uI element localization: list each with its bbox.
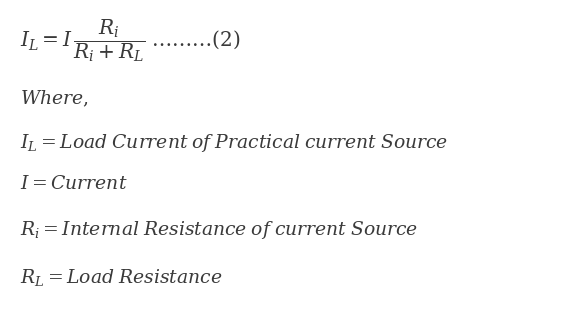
Text: $R_L = Load\;Resistance$: $R_L = Load\;Resistance$: [20, 267, 223, 288]
Text: $I_L = I\,\dfrac{R_i}{R_i + R_L}\;\ldots\ldots\ldots(2)$: $I_L = I\,\dfrac{R_i}{R_i + R_L}\;\ldots…: [20, 18, 241, 64]
Text: $Where,$: $Where,$: [20, 89, 89, 109]
Text: $R_i = Internal\;Resistance\;of\;current\;Source$: $R_i = Internal\;Resistance\;of\;current…: [20, 219, 418, 241]
Text: $I_L = Load\;Current\;of\;Practical\;current\;Source$: $I_L = Load\;Current\;of\;Practical\;cur…: [20, 132, 449, 154]
Text: $I = Current$: $I = Current$: [20, 175, 128, 193]
